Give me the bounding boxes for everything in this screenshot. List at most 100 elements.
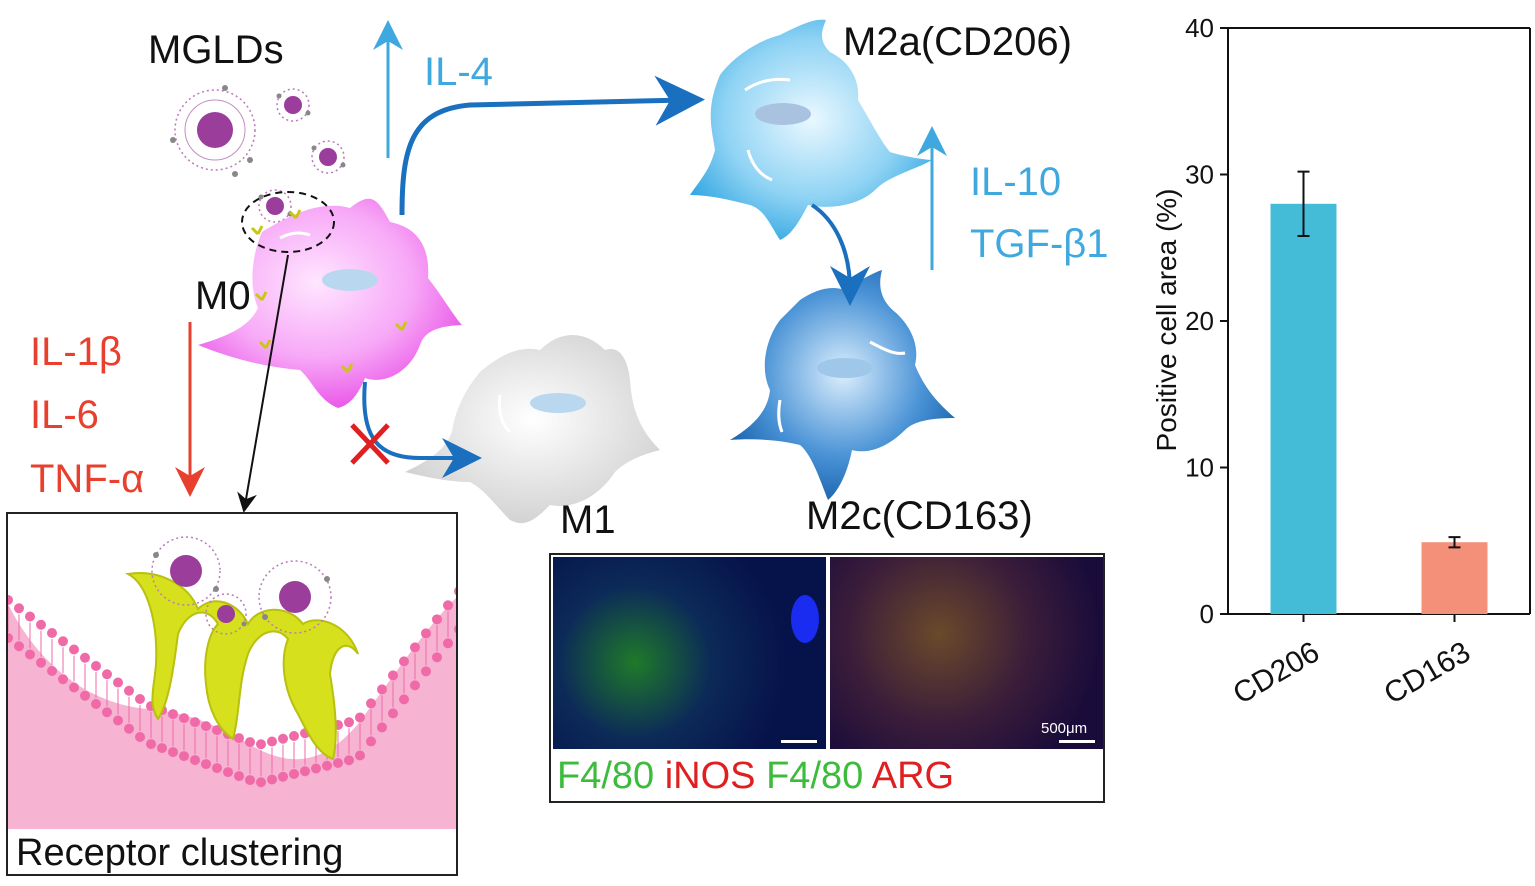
bars-group <box>1270 170 1488 615</box>
receptor-cluster <box>124 572 359 761</box>
nanoparticle-small <box>310 140 347 174</box>
lipid-head <box>421 666 431 677</box>
nanoparticle-small <box>257 189 294 223</box>
lipid-head <box>14 641 24 652</box>
m2c-nucleus <box>817 358 873 378</box>
arrow-m0-to-m1 <box>362 381 482 478</box>
stain-f480-1: F4/80 <box>557 755 655 797</box>
scale-bar-label: 500μm <box>1041 720 1088 737</box>
lipid-head <box>377 684 387 695</box>
lipid-head <box>58 674 68 685</box>
lipid-head <box>344 755 354 766</box>
lipid-head <box>190 717 200 728</box>
lipid-head <box>388 708 398 719</box>
lipid-head <box>102 707 112 718</box>
lipid-head <box>278 771 288 782</box>
arrow-m0-to-m2a <box>399 75 705 216</box>
il1b-label: IL-1β <box>30 330 122 374</box>
stain-inos: iNOS <box>664 755 756 797</box>
lipid-head <box>234 733 244 744</box>
m2a-label: M2a(CD206) <box>843 20 1072 64</box>
lipid-head <box>388 670 398 681</box>
lipid-head <box>289 731 299 741</box>
nanoparticle-small <box>275 88 312 122</box>
lipid-head <box>399 656 409 667</box>
lipid-head <box>190 755 200 766</box>
lipid-head <box>179 713 189 724</box>
il4-label: IL-4 <box>424 50 493 94</box>
lipid-head <box>443 638 453 649</box>
lipid-head <box>267 774 277 785</box>
error-bar-cd163 <box>1448 536 1461 549</box>
lipid-head <box>80 652 90 663</box>
lipid-head <box>91 661 101 671</box>
lipid-head <box>25 649 35 660</box>
scale-bar-m1 <box>781 740 817 743</box>
m2a-membrane-line <box>744 77 791 92</box>
nanoparticle-cluster <box>151 536 332 635</box>
micrograph-m1 <box>553 557 826 749</box>
lipid-head <box>102 669 112 680</box>
micrograph-panel: 500μm F4/80 iNOS F4/80 ARG <box>549 553 1105 803</box>
lipid-head <box>256 739 266 750</box>
m2c-membrane-line-2 <box>777 399 784 433</box>
m1-label: M1 <box>560 498 616 542</box>
lipid-head <box>14 603 24 614</box>
lipid-head <box>344 717 354 728</box>
lipid-head <box>278 733 288 744</box>
lipid-head <box>355 712 365 723</box>
lipid-head <box>80 690 90 701</box>
lipid-head <box>36 657 46 668</box>
lipid-head <box>69 682 79 693</box>
y-ticks: 0 10 20 30 40 <box>1185 13 1228 629</box>
lipid-head <box>58 636 68 647</box>
zoom-region-ring <box>241 191 335 253</box>
lipid-head <box>201 759 211 770</box>
tgfb1-label: TGF-β1 <box>970 222 1109 266</box>
lipid-head <box>366 736 376 747</box>
tnfa-label: TNF-α <box>30 457 145 501</box>
lipid-head <box>146 739 156 750</box>
lipid-head <box>124 685 134 696</box>
lipid-head <box>410 642 420 653</box>
lipid-bilayer <box>8 587 456 788</box>
lipid-head <box>300 766 310 777</box>
lipid-head <box>135 732 145 742</box>
lipid-head <box>168 747 178 758</box>
m0-cell <box>198 198 462 408</box>
lipid-head <box>113 677 123 688</box>
lipid-head <box>212 725 222 736</box>
lipid-head <box>25 611 35 622</box>
lipid-head <box>245 775 255 786</box>
lipid-head <box>432 614 442 625</box>
y-tick-label: 40 <box>1185 13 1214 43</box>
zoom-arrow <box>237 254 289 513</box>
lipid-head <box>135 694 145 704</box>
lipid-head <box>201 721 211 732</box>
m2a-nucleus <box>755 103 811 125</box>
lipid-head <box>421 628 431 639</box>
lipid-head <box>443 600 453 611</box>
m0-nucleus <box>322 269 378 291</box>
lipid-head <box>157 743 167 754</box>
lipid-head <box>179 751 189 762</box>
lipid-head <box>311 763 321 774</box>
lipid-head <box>355 750 365 761</box>
lipid-head <box>399 694 409 705</box>
il10-label: IL-10 <box>970 160 1062 204</box>
scale-bar-m2 <box>1059 740 1095 743</box>
error-bar-cd206 <box>1297 170 1310 238</box>
il6-label: IL-6 <box>30 393 99 437</box>
m1-membrane-line <box>498 394 512 434</box>
lipid-head <box>47 666 57 676</box>
m1-nucleus <box>530 393 586 413</box>
receptor-icon <box>250 209 408 374</box>
stain-arg: ARG <box>871 755 955 797</box>
membrane-illustration <box>8 536 456 829</box>
receptor-clustering-inset: Receptor clustering <box>6 512 458 876</box>
y-tick-label: 10 <box>1185 453 1214 483</box>
m2a-cell <box>690 19 932 240</box>
x-tick-labels: CD206 CD163 <box>1228 614 1476 711</box>
lipid-head <box>36 619 46 630</box>
x-tick-label-cd206: CD206 <box>1228 635 1325 710</box>
